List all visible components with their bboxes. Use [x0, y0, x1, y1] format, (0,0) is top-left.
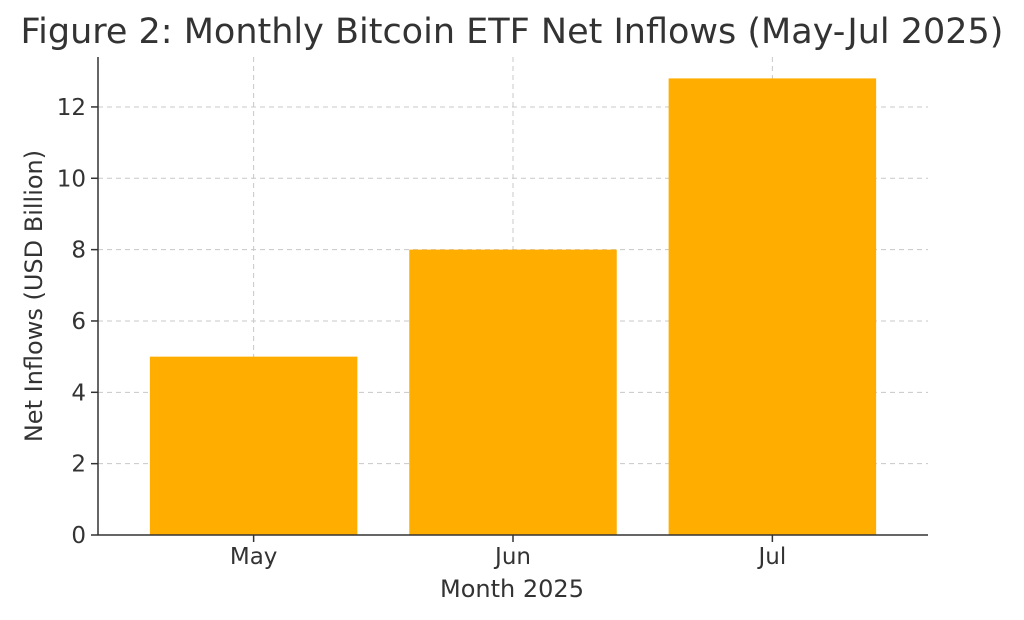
y-axis-label: Net Inflows (USD Billion): [20, 150, 48, 442]
x-tick-label: May: [230, 544, 278, 570]
y-tick-label: 6: [71, 309, 86, 335]
y-tick-label: 10: [57, 166, 86, 192]
bars: [149, 78, 877, 535]
y-tick-label: 2: [71, 452, 86, 478]
bar-may: [149, 356, 358, 535]
bar-jun: [409, 249, 617, 535]
x-axis-label: Month 2025: [440, 575, 584, 603]
chart-title: Figure 2: Monthly Bitcoin ETF Net Inflow…: [21, 12, 1004, 52]
x-tick-label: Jul: [756, 544, 786, 570]
y-tick-label: 12: [57, 95, 86, 121]
bar-jul: [668, 78, 877, 535]
y-tick-label: 8: [71, 238, 86, 264]
ticks: 0 2 4 6 8 10 12 May Jun Jul: [57, 95, 787, 570]
y-tick-label: 4: [71, 380, 86, 406]
x-tick-label: Jun: [493, 544, 531, 570]
y-tick-label: 0: [71, 523, 86, 549]
